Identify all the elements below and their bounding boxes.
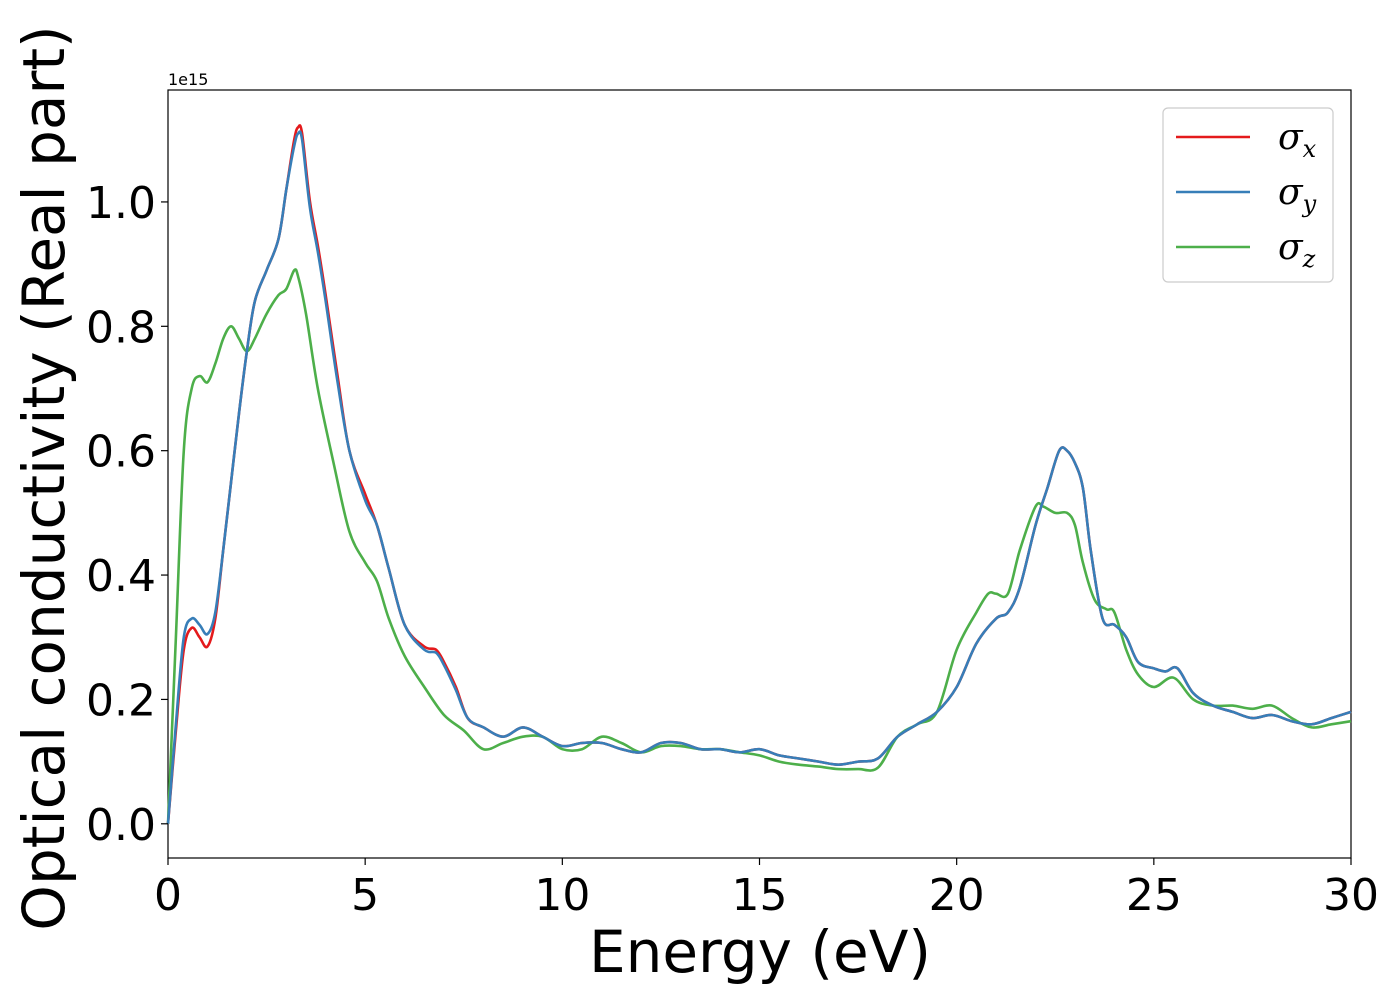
ticks-layer: 0 5 10 15 20 25 30 0.0 0.2 0.4 0.6 0.8 1.0 <box>86 178 1379 921</box>
x-tick-label: 15 <box>732 870 788 921</box>
x-tick-label: 20 <box>929 870 985 921</box>
y-tick-label: 0.4 <box>86 551 156 602</box>
x-tick-label: 10 <box>534 870 590 921</box>
y-tick-label: 0.8 <box>86 302 156 353</box>
legend: σx σy σz <box>1162 107 1334 283</box>
x-axis-label: Energy (eV) <box>589 918 931 986</box>
y-offset-text: 1e15 <box>168 70 208 89</box>
series-line-y <box>166 130 1352 824</box>
x-tick-label: 0 <box>154 870 182 921</box>
legend-label-x: σx <box>1278 117 1317 163</box>
x-tick-label: 25 <box>1126 870 1182 921</box>
legend-box <box>1162 107 1334 283</box>
x-tick-label: 30 <box>1323 870 1379 921</box>
series-layer <box>166 124 1352 824</box>
x-tick-label: 5 <box>351 870 379 921</box>
legend-label-y: σy <box>1278 172 1317 218</box>
y-axis-label: Optical conductivity (Real part) <box>10 25 78 930</box>
y-tick-label: 1.0 <box>86 178 156 229</box>
legend-label-z: σz <box>1278 227 1316 273</box>
y-tick-label: 0.0 <box>86 800 156 851</box>
y-tick-label: 0.2 <box>86 675 156 726</box>
y-tick-label: 0.6 <box>86 427 156 478</box>
